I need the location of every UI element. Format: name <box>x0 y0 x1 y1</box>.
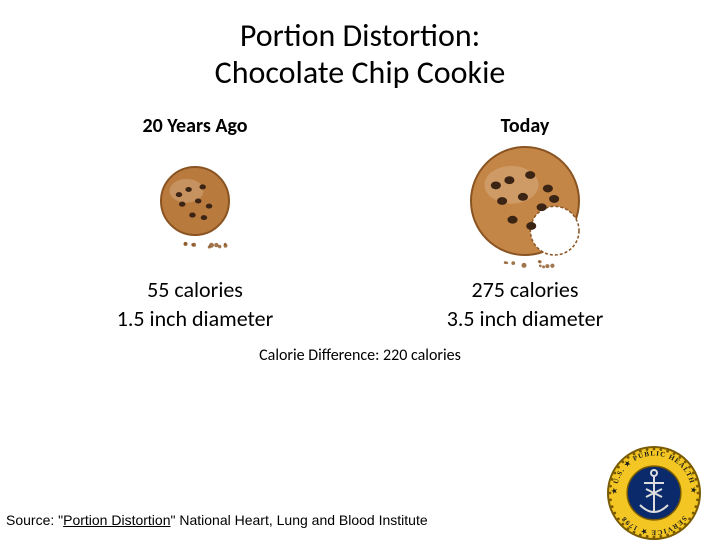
source-link[interactable]: Portion Distortion <box>63 512 170 528</box>
title-line-2: Chocolate Chip Cookie <box>215 53 506 92</box>
diameter-today: 3.5 inch diameter <box>447 305 604 332</box>
column-today: Today 275 calories 3.5 inch diameter <box>415 114 635 332</box>
slide-title: Portion Distortion: Chocolate Chip Cooki… <box>0 18 720 92</box>
seal-icon: ★ U.S. ★ PUBLIC HEALTH ★SERVICE ★ 1798 <box>606 445 702 541</box>
era-label-past: 20 Years Ago <box>142 114 247 138</box>
phs-seal: ★ U.S. ★ PUBLIC HEALTH ★SERVICE ★ 1798 <box>606 445 702 546</box>
calories-today: 275 calories <box>471 276 578 303</box>
cookie-image-today <box>469 148 581 268</box>
calories-past: 55 calories <box>147 276 243 303</box>
cookie-image-past <box>159 148 231 268</box>
cookie-icon <box>469 145 581 271</box>
era-label-today: Today <box>501 114 550 138</box>
source-prefix: Source: " <box>6 512 63 528</box>
source-citation: Source: "Portion Distortion" National He… <box>6 512 428 528</box>
source-suffix: " National Heart, Lung and Blood Institu… <box>171 512 428 528</box>
column-past: 20 Years Ago 55 calories 1.5 inch diamet… <box>85 114 305 332</box>
diameter-past: 1.5 inch diameter <box>117 305 274 332</box>
comparison-row: 20 Years Ago 55 calories 1.5 inch diamet… <box>0 114 720 332</box>
calorie-difference: Calorie Difference: 220 calories <box>0 346 720 365</box>
title-line-1: Portion Distortion: <box>240 16 480 55</box>
cookie-icon <box>159 165 231 251</box>
